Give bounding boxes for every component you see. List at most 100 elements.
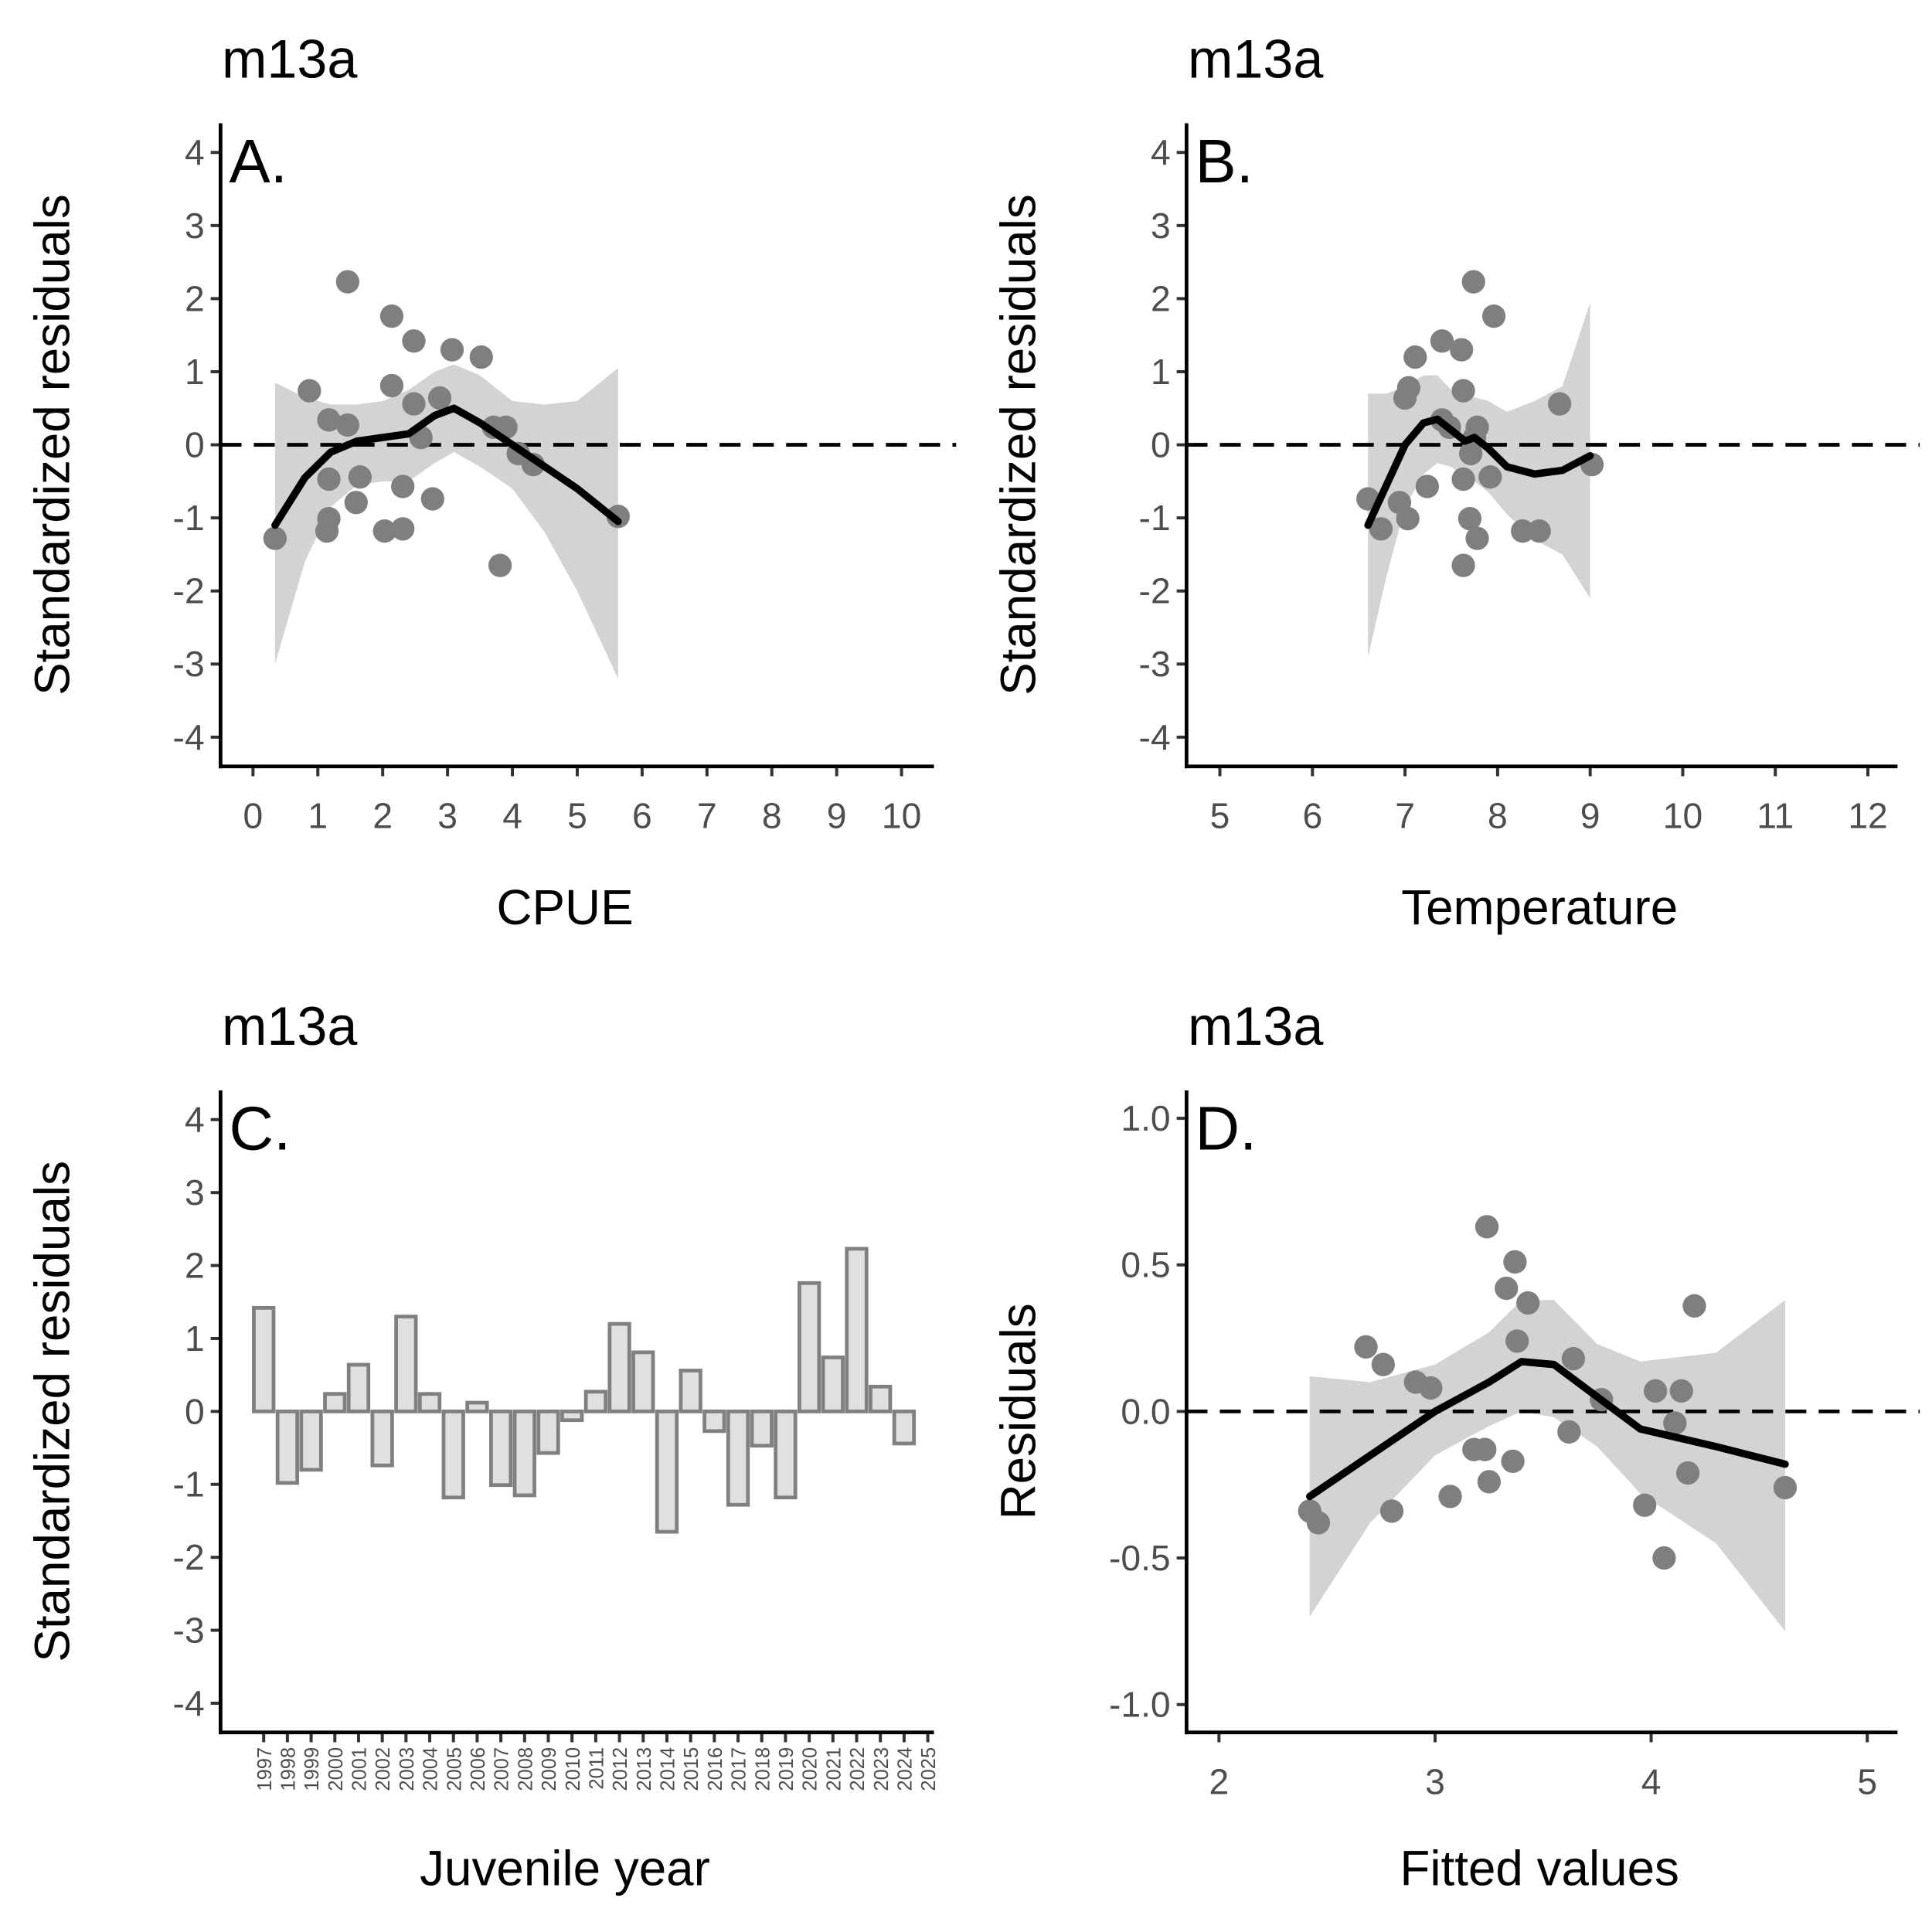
x-tick-label: 2024 [894, 1747, 916, 1791]
bar [346, 1362, 371, 1413]
point [1511, 519, 1535, 543]
y-tick-label: -4 [173, 1683, 205, 1723]
x-tick-label: 2 [1209, 1761, 1229, 1801]
point [298, 379, 321, 403]
x-tick-label: 2010 [563, 1747, 584, 1791]
point [1451, 467, 1475, 492]
point [1461, 270, 1485, 294]
y-tick-label: 4 [1151, 132, 1171, 172]
point [488, 553, 512, 577]
point [1475, 1215, 1499, 1239]
point [1477, 1470, 1502, 1494]
x-axis-label: Juvenile year [420, 1840, 710, 1896]
x-tick-label: 2022 [847, 1747, 869, 1791]
x-tick-label: 7 [1395, 795, 1415, 835]
x-tick-label: 2006 [468, 1747, 489, 1791]
x-tick-label: 3 [437, 795, 457, 835]
point [427, 386, 452, 410]
x-tick-label: 8 [1488, 795, 1508, 835]
point [1458, 506, 1482, 531]
point [1371, 1352, 1395, 1376]
point [1306, 1511, 1331, 1535]
point [1503, 1250, 1527, 1274]
point [1415, 474, 1439, 498]
x-tick-label: 1999 [301, 1747, 323, 1791]
bar [583, 1389, 608, 1413]
y-axis-label: Standardized residuals [990, 194, 1046, 696]
x-tick-label: 2021 [823, 1747, 845, 1791]
bar [750, 1409, 774, 1448]
bar [560, 1409, 584, 1423]
point [1451, 379, 1475, 403]
smooth-line [1364, 415, 1594, 529]
y-tick-label: 0.5 [1121, 1245, 1170, 1285]
x-tick-label: 9 [827, 795, 847, 835]
y-axis-label: Residuals [990, 1303, 1046, 1519]
y-tick-label: -1.0 [1109, 1685, 1171, 1725]
point [1465, 526, 1489, 550]
y-tick-label: -2 [173, 571, 205, 611]
bar [774, 1409, 798, 1500]
x-tick-label: 5 [1857, 1761, 1877, 1801]
y-tick-label: -4 [173, 717, 205, 757]
y-axis-label: Standardized residuals [24, 194, 80, 696]
y-tick-label: -2 [1139, 571, 1171, 611]
x-tick-label: 2012 [610, 1747, 631, 1791]
x-tick-label: 2016 [705, 1747, 726, 1791]
point [348, 465, 372, 489]
bar [536, 1409, 560, 1455]
point [606, 505, 630, 529]
point [1354, 1335, 1378, 1359]
point [1516, 1291, 1540, 1315]
y-tick-label: -1 [173, 1464, 205, 1505]
bar [323, 1392, 347, 1413]
point [1773, 1475, 1798, 1500]
x-tick-label: 2005 [444, 1747, 465, 1791]
x-tick-label: 2015 [681, 1747, 702, 1791]
panel-title: m13a [222, 995, 358, 1056]
bar [892, 1409, 917, 1446]
point [402, 329, 426, 353]
x-tick-label: 2 [372, 795, 393, 835]
point [335, 270, 360, 294]
point [263, 526, 287, 550]
x-tick-label: 2013 [634, 1747, 655, 1791]
bar [821, 1355, 845, 1413]
x-tick-label: 5 [1210, 795, 1230, 835]
x-tick-label: 10 [1663, 795, 1702, 835]
x-axis-label: Fitted values [1400, 1840, 1679, 1896]
x-tick-label: 2004 [420, 1747, 442, 1791]
bar [845, 1247, 869, 1413]
y-tick-label: -1 [1139, 498, 1171, 538]
smooth-line [271, 404, 622, 529]
x-axis-label: Temperature [1401, 879, 1678, 935]
bar [512, 1409, 536, 1498]
y-axis-label: Standardized residuals [24, 1161, 80, 1662]
x-tick-label: 1998 [277, 1747, 299, 1791]
point [469, 345, 493, 369]
y-tick-label: 4 [185, 1100, 205, 1140]
x-tick-label: 2001 [349, 1747, 371, 1791]
y-tick-label: -4 [1139, 717, 1171, 757]
panel-label: A. [230, 127, 287, 196]
x-tick-label: 2011 [586, 1747, 607, 1790]
bar [702, 1409, 726, 1434]
y-tick-label: 0 [185, 1391, 205, 1431]
point [391, 474, 415, 498]
bar [394, 1315, 418, 1413]
y-tick-label: 3 [185, 206, 205, 246]
y-tick-label: 2 [1151, 278, 1171, 318]
point [402, 392, 426, 416]
x-tick-label: 2007 [492, 1747, 513, 1791]
bar [488, 1409, 513, 1488]
point [1501, 1449, 1525, 1473]
bar [869, 1384, 893, 1413]
panel-title: m13a [1188, 995, 1324, 1056]
point [1396, 376, 1421, 400]
x-tick-label: 12 [1848, 795, 1887, 835]
y-tick-label: -0.5 [1109, 1538, 1171, 1578]
x-tick-label: 7 [697, 795, 717, 835]
x-tick-label: 2017 [729, 1747, 750, 1791]
point [1527, 519, 1551, 543]
